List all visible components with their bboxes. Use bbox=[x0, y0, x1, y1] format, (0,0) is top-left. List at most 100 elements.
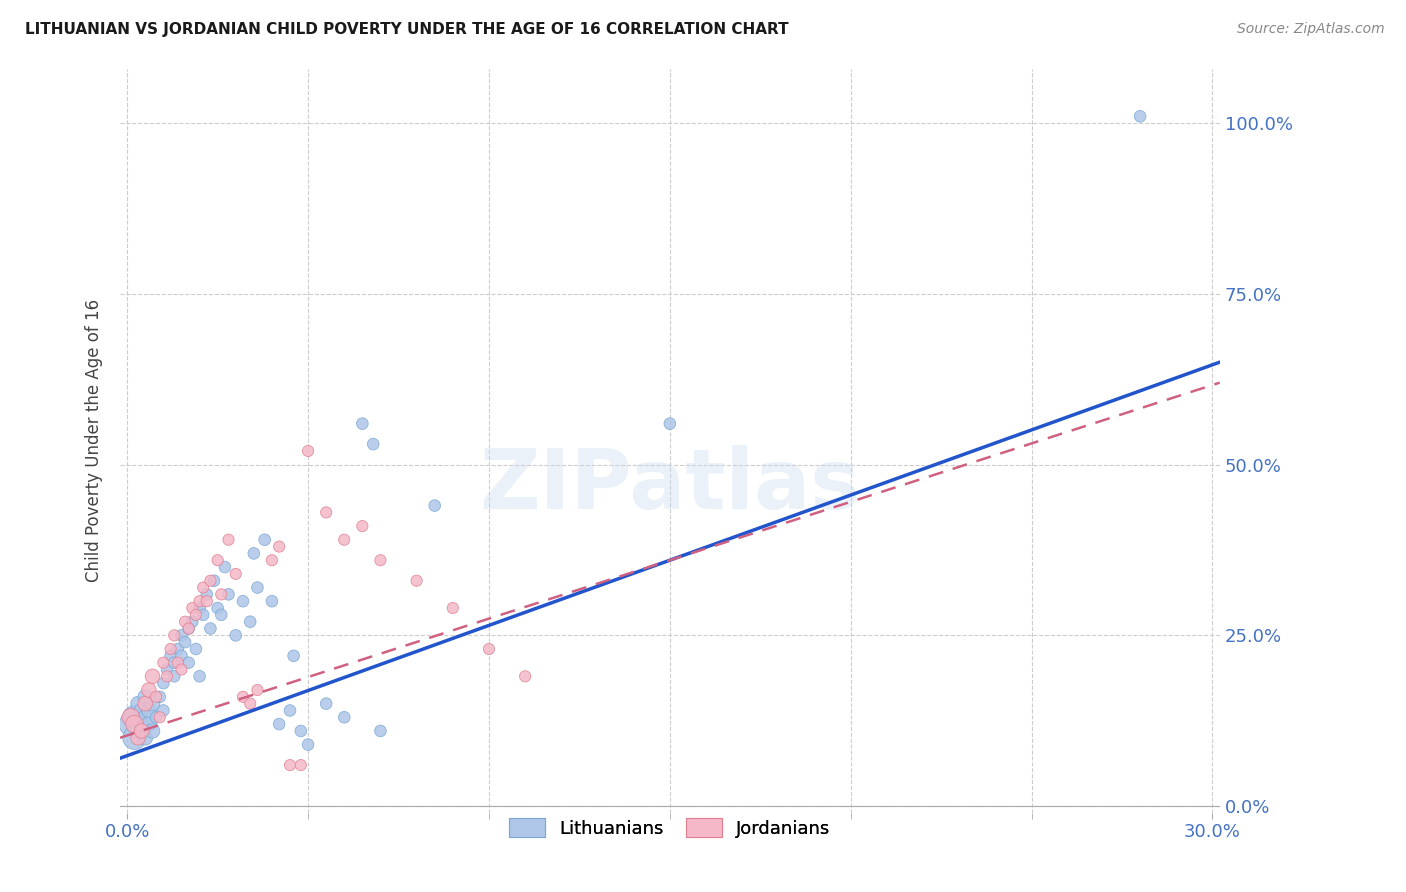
Point bbox=[131, 703, 153, 717]
Point bbox=[278, 703, 301, 717]
Point bbox=[177, 656, 200, 670]
Point bbox=[370, 553, 392, 567]
Point bbox=[209, 587, 232, 601]
Point bbox=[253, 533, 276, 547]
Point bbox=[134, 690, 156, 704]
Point bbox=[170, 648, 193, 663]
Point bbox=[225, 566, 247, 581]
Point bbox=[127, 731, 149, 745]
Point bbox=[124, 710, 146, 724]
Point bbox=[156, 663, 179, 677]
Point bbox=[134, 697, 156, 711]
Point bbox=[200, 574, 222, 588]
Point bbox=[138, 683, 160, 698]
Point bbox=[124, 717, 146, 731]
Point bbox=[177, 622, 200, 636]
Point bbox=[170, 628, 193, 642]
Point bbox=[207, 553, 229, 567]
Point bbox=[184, 607, 207, 622]
Point bbox=[141, 669, 163, 683]
Point bbox=[145, 710, 167, 724]
Point bbox=[188, 669, 211, 683]
Point bbox=[290, 758, 312, 772]
Text: ZIPatlas: ZIPatlas bbox=[479, 445, 860, 526]
Point bbox=[181, 615, 204, 629]
Point bbox=[315, 505, 337, 519]
Point bbox=[159, 648, 181, 663]
Point bbox=[120, 710, 142, 724]
Point bbox=[152, 656, 174, 670]
Point bbox=[124, 731, 146, 745]
Point bbox=[283, 648, 305, 663]
Point bbox=[163, 656, 186, 670]
Point bbox=[232, 594, 254, 608]
Point bbox=[141, 697, 163, 711]
Point bbox=[297, 738, 319, 752]
Point bbox=[478, 642, 501, 657]
Point bbox=[260, 553, 283, 567]
Point bbox=[243, 546, 266, 560]
Point bbox=[174, 615, 197, 629]
Point bbox=[290, 723, 312, 738]
Point bbox=[218, 587, 240, 601]
Point bbox=[193, 581, 215, 595]
Point bbox=[193, 607, 215, 622]
Point bbox=[138, 717, 160, 731]
Point bbox=[513, 669, 536, 683]
Point bbox=[232, 690, 254, 704]
Point bbox=[278, 758, 301, 772]
Point bbox=[181, 601, 204, 615]
Point bbox=[120, 717, 142, 731]
Point bbox=[127, 697, 149, 711]
Point bbox=[156, 669, 179, 683]
Point bbox=[202, 574, 225, 588]
Point bbox=[163, 669, 186, 683]
Legend: Lithuanians, Jordanians: Lithuanians, Jordanians bbox=[502, 811, 838, 845]
Point bbox=[134, 731, 156, 745]
Point bbox=[131, 723, 153, 738]
Point bbox=[239, 697, 262, 711]
Point bbox=[239, 615, 262, 629]
Point bbox=[315, 697, 337, 711]
Point bbox=[195, 594, 218, 608]
Point bbox=[195, 587, 218, 601]
Point bbox=[209, 607, 232, 622]
Point bbox=[170, 663, 193, 677]
Point bbox=[370, 723, 392, 738]
Point bbox=[149, 690, 172, 704]
Point bbox=[131, 717, 153, 731]
Point bbox=[352, 417, 374, 431]
Point bbox=[225, 628, 247, 642]
Point bbox=[200, 622, 222, 636]
Point bbox=[269, 717, 291, 731]
Point bbox=[207, 601, 229, 615]
Point bbox=[188, 601, 211, 615]
Point bbox=[260, 594, 283, 608]
Point bbox=[149, 710, 172, 724]
Point bbox=[246, 683, 269, 698]
Point bbox=[159, 642, 181, 657]
Point bbox=[333, 710, 356, 724]
Point bbox=[166, 656, 188, 670]
Point bbox=[188, 594, 211, 608]
Point bbox=[441, 601, 464, 615]
Point bbox=[174, 635, 197, 649]
Point bbox=[658, 417, 681, 431]
Point bbox=[423, 499, 446, 513]
Point bbox=[361, 437, 384, 451]
Point bbox=[138, 703, 160, 717]
Point bbox=[1129, 109, 1152, 123]
Point bbox=[184, 642, 207, 657]
Point bbox=[405, 574, 427, 588]
Point bbox=[333, 533, 356, 547]
Point bbox=[166, 642, 188, 657]
Point bbox=[127, 723, 149, 738]
Point bbox=[152, 676, 174, 690]
Point bbox=[141, 723, 163, 738]
Point bbox=[177, 622, 200, 636]
Point bbox=[152, 703, 174, 717]
Y-axis label: Child Poverty Under the Age of 16: Child Poverty Under the Age of 16 bbox=[86, 299, 103, 582]
Point bbox=[218, 533, 240, 547]
Point bbox=[163, 628, 186, 642]
Point bbox=[246, 581, 269, 595]
